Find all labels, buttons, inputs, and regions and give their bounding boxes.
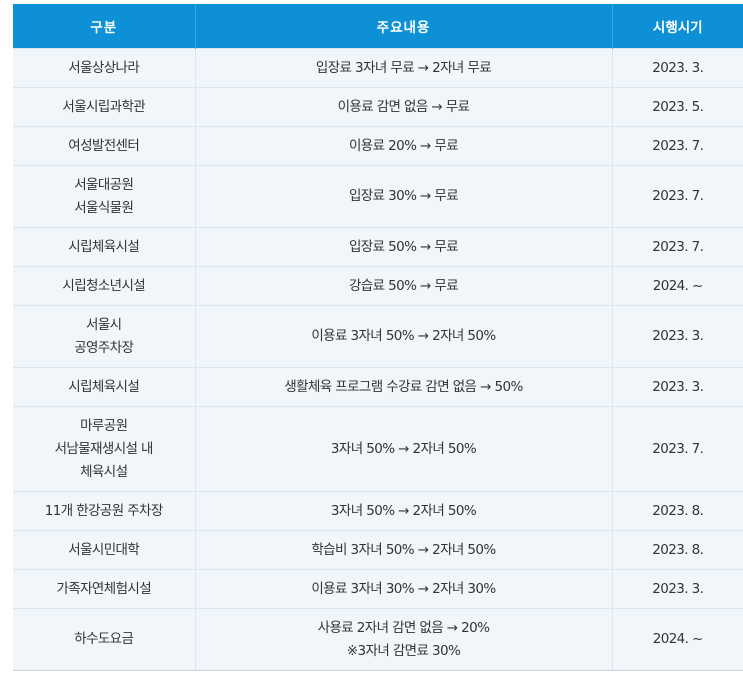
content-cell: 입장료 30% → 무료 [194,165,612,228]
content-cell: 사용료 2자녀 감면 없음 → 20% ※3자녀 감면료 30% [194,608,612,671]
category-cell-line: 하수도요금 [74,631,134,647]
category-cell-line: 서울시립과학관 [62,98,146,115]
category-cell-line: 체육시설 [80,463,128,480]
content-cell-line: 이용료 3자녀 30% → 2자녀 30% [311,580,496,597]
content-cell-line: 강습료 50% → 무료 [348,277,459,294]
table-row: 11개 한강공원 주차장 3자녀 50% → 2자녀 50% 2023. 8. [13,491,743,531]
category-cell: 시립체육시설 [13,367,195,407]
date-cell: 2023. 3. [611,367,743,407]
date-cell: 2023. 8. [611,530,743,570]
content-cell: 입장료 50% → 무료 [194,227,612,267]
category-cell: 여성발전센터 [13,126,195,166]
content-cell: 입장료 3자녀 무료 → 2자녀 무료 [194,48,612,88]
content-cell: 3자녀 50% → 2자녀 50% [194,406,612,492]
category-cell-line: 여성발전센터 [68,137,140,154]
category-cell-line: 서울상상나라 [68,59,140,76]
date-cell: 2023. 3. [611,305,743,368]
content-cell: 학습비 3자녀 50% → 2자녀 50% [194,530,612,570]
content-cell-line: 생활체육 프로그램 수강료 감면 없음 → 50% [284,378,523,395]
header-content: 주요내용 [194,4,612,49]
category-cell: 서울시립과학관 [13,87,195,127]
category-cell-line: 서울대공원 [74,176,134,193]
category-cell: 하수도요금 [13,608,195,671]
content-cell-line: ※3자녀 감면료 30% [346,642,461,659]
table-body: 서울상상나라 입장료 3자녀 무료 → 2자녀 무료 2023. 3. 서울시립과학관… [13,48,743,671]
table-row: 서울상상나라 입장료 3자녀 무료 → 2자녀 무료 2023. 3. [13,48,743,88]
content-cell-line: 입장료 30% → 무료 [348,188,459,204]
date-cell: 2023. 7. [611,126,743,166]
date-cell: 2023. 7. [611,165,743,228]
date-cell: 2023. 8. [611,491,743,531]
date-cell: 2024. ~ [611,266,743,306]
table-row: 서울시민대학 학습비 3자녀 50% → 2자녀 50% 2023. 8. [13,530,743,570]
category-cell: 시립체육시설 [13,227,195,267]
date-cell: 2023. 3. [611,569,743,609]
table-row: 하수도요금 사용료 2자녀 감면 없음 → 20% ※3자녀 감면료 30% 2024… [13,608,743,671]
content-cell-line: 사용료 2자녀 감면 없음 → 20% [317,619,490,636]
category-cell-line: 시립체육시설 [68,378,140,395]
content-cell: 이용료 3자녀 30% → 2자녀 30% [194,569,612,609]
content-cell: 3자녀 50% → 2자녀 50% [194,491,612,531]
category-cell-line: 시립체육시설 [68,238,140,255]
category-cell-line: 11개 한강공원 주차장 [44,502,164,519]
benefits-table: 구분 주요내용 시행시기 서울상상나라 입장료 3자녀 무료 → 2자녀 무료 20… [13,4,743,671]
content-cell: 이용료 3자녀 50% → 2자녀 50% [194,305,612,368]
content-cell-line: 입장료 3자녀 무료 → 2자녀 무료 [315,59,492,76]
date-cell: 2023. 7. [611,227,743,267]
content-cell-line: 학습비 3자녀 50% → 2자녀 50% [311,541,496,558]
category-cell: 서울시민대학 [13,530,195,570]
content-cell-line: 3자녀 50% → 2자녀 50% [330,502,477,519]
table-header: 구분 주요내용 시행시기 [13,4,743,49]
category-cell-line: 공영주차장 [74,339,134,356]
table-row: 시립청소년시설 강습료 50% → 무료 2024. ~ [13,266,743,306]
category-cell-line: 서남물재생시설 내 [54,440,154,457]
date-cell: 2023. 7. [611,406,743,492]
content-cell: 강습료 50% → 무료 [194,266,612,306]
table-row: 시립체육시설 입장료 50% → 무료 2023. 7. [13,227,743,267]
content-cell: 이용료 20% → 무료 [194,126,612,166]
category-cell: 서울상상나라 [13,48,195,88]
header-category: 구분 [13,4,195,49]
category-cell: 가족자연체험시설 [13,569,195,609]
content-cell: 생활체육 프로그램 수강료 감면 없음 → 50% [194,367,612,407]
date-cell: 2024. ~ [611,608,743,671]
benefits-table-container: 구분 주요내용 시행시기 서울상상나라 입장료 3자녀 무료 → 2자녀 무료 20… [13,4,743,671]
content-cell-line: 3자녀 50% → 2자녀 50% [330,440,477,457]
date-cell: 2023. 3. [611,48,743,88]
content-cell-line: 이용료 20% → 무료 [348,137,459,154]
table-row: 여성발전센터 이용료 20% → 무료 2023. 7. [13,126,743,166]
category-cell: 시립청소년시설 [13,266,195,306]
date-cell: 2023. 5. [611,87,743,127]
table-row: 가족자연체험시설 이용료 3자녀 30% → 2자녀 30% 2023. 3. [13,569,743,609]
category-cell-line: 서울식물원 [74,199,134,216]
table-row: 시립체육시설 생활체육 프로그램 수강료 감면 없음 → 50% 2023. 3. [13,367,743,407]
table-row: 서울시립과학관 이용료 감면 없음 → 무료 2023. 5. [13,87,743,127]
category-cell-line: 마루공원 [80,417,128,434]
category-cell-line: 서울시민대학 [68,541,140,558]
category-cell-line: 시립청소년시설 [62,277,146,294]
content-cell-line: 이용료 3자녀 50% → 2자녀 50% [311,328,496,344]
content-cell-line: 입장료 50% → 무료 [348,238,459,255]
category-cell-line: 가족자연체험시설 [56,580,152,597]
category-cell: 11개 한강공원 주차장 [13,491,195,531]
category-cell-line: 서울시 [86,316,122,333]
header-date: 시행시기 [611,4,743,49]
content-cell-line: 이용료 감면 없음 → 무료 [337,98,470,115]
content-cell: 이용료 감면 없음 → 무료 [194,87,612,127]
